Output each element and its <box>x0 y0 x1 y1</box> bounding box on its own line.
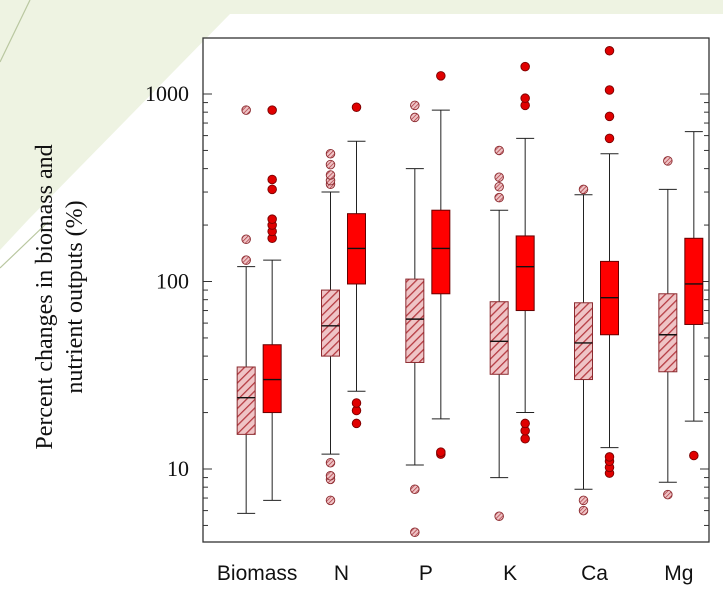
box-iqr <box>684 237 704 325</box>
y-tick-label: 10 <box>167 456 189 481</box>
outlier-point <box>436 447 446 457</box>
outlier-point <box>520 61 530 72</box>
outlier-point <box>325 149 336 159</box>
outlier-point <box>520 433 530 444</box>
solid-box-k <box>515 61 535 444</box>
hatched-box-k <box>489 145 509 521</box>
outlier-point <box>494 172 504 182</box>
solid-box-ca <box>600 46 619 478</box>
outlier-point <box>325 495 336 506</box>
outlier-point <box>494 145 504 156</box>
outlier-point <box>410 112 420 123</box>
outlier-point <box>604 46 615 56</box>
corner-tint-shape <box>0 0 723 250</box>
box-iqr <box>431 209 451 295</box>
hatched-box-p <box>405 100 425 537</box>
solid-box-mg <box>684 131 704 461</box>
box-plot-marks <box>236 46 704 537</box>
x-tick-label-biomass: Biomass <box>217 562 298 585</box>
x-tick-label-mg: Mg <box>664 562 693 585</box>
outlier-point <box>604 85 615 95</box>
decor-line-2 <box>0 221 49 269</box>
solid-box-p <box>431 71 451 459</box>
outlier-point <box>410 527 420 537</box>
box-iqr <box>405 278 425 363</box>
outlier-point <box>689 450 699 461</box>
box-iqr <box>236 366 256 435</box>
outlier-point <box>578 505 589 516</box>
box-iqr <box>574 302 593 381</box>
solid-box-n <box>347 102 366 429</box>
x-tick-label-n: N <box>334 562 349 585</box>
box-iqr <box>658 293 678 373</box>
outlier-point <box>604 133 615 144</box>
outlier-point <box>578 184 589 195</box>
outlier-point <box>494 182 504 192</box>
outlier-point <box>578 495 589 506</box>
outlier-point <box>436 71 446 81</box>
outlier-point <box>351 398 362 408</box>
outlier-point <box>325 471 336 481</box>
box-iqr <box>489 301 509 375</box>
outlier-point <box>267 184 277 195</box>
box-iqr <box>262 344 282 414</box>
outlier-point <box>351 418 362 429</box>
y-axis-label-line-1: Percent changes in biomass and <box>32 144 58 449</box>
box-iqr <box>515 235 535 312</box>
box-iqr <box>321 289 340 357</box>
hatched-box-biomass <box>236 105 256 514</box>
outlier-point <box>325 457 336 468</box>
outlier-point <box>410 100 420 111</box>
solid-box-biomass <box>262 105 282 501</box>
x-tick-label-k: K <box>503 562 517 585</box>
outlier-point <box>241 255 251 265</box>
hatched-box-n <box>321 149 340 506</box>
y-axis-label-line-2: nutrient outputs (%) <box>62 200 88 393</box>
outlier-point <box>267 105 277 115</box>
outlier-point <box>520 93 530 103</box>
decor-line-1 <box>0 0 31 63</box>
x-axis-labels: Biomass N P K Ca Mg <box>217 562 694 585</box>
outlier-point <box>267 214 277 224</box>
outlier-point <box>241 234 251 245</box>
outlier-point <box>663 156 673 166</box>
outlier-point <box>241 105 251 115</box>
hatched-box-ca <box>574 184 593 516</box>
y-tick-label: 100 <box>156 269 189 294</box>
outlier-point <box>267 174 277 185</box>
outlier-point <box>494 192 504 203</box>
outlier-point <box>325 159 336 170</box>
y-axis-ticks: 10 100 1000 <box>145 81 709 526</box>
plot-frame <box>202 37 710 543</box>
outlier-point <box>663 489 673 500</box>
outlier-point <box>410 484 420 494</box>
outlier-point <box>604 111 615 122</box>
outlier-point <box>494 511 504 521</box>
outlier-point <box>351 102 362 112</box>
outlier-point <box>325 170 336 180</box>
y-tick-label: 1000 <box>145 81 189 106</box>
x-tick-label-ca: Ca <box>581 562 608 585</box>
outlier-point <box>520 418 530 429</box>
hatched-box-mg <box>658 156 678 500</box>
x-tick-label-p: P <box>419 562 433 585</box>
outlier-point <box>604 452 615 462</box>
